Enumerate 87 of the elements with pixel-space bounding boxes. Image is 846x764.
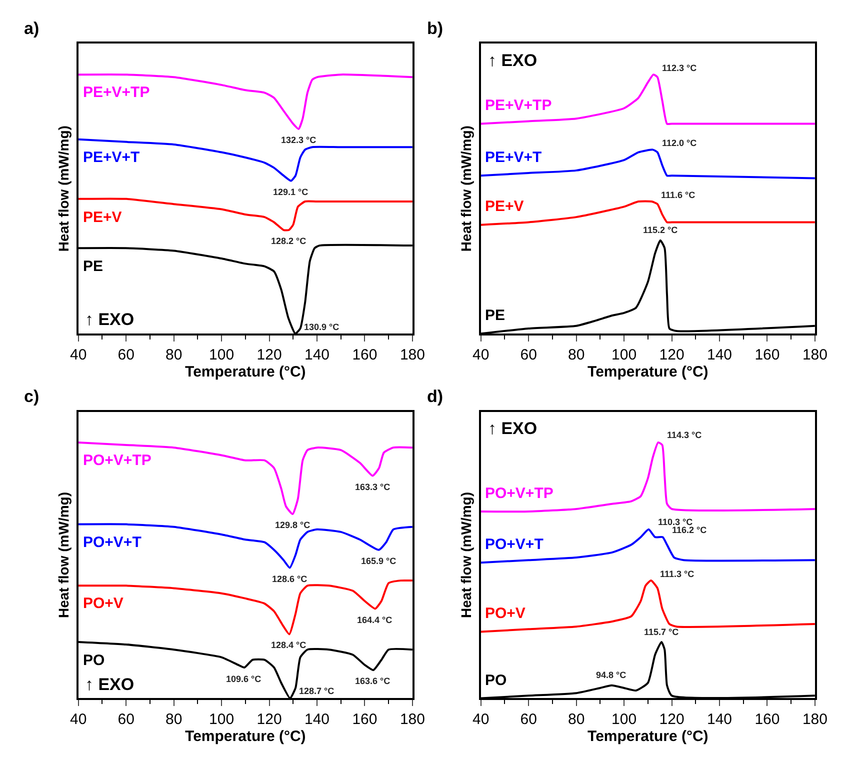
chart-title: d) [427,387,444,406]
y-axis-title: Heat flow (mW/mg) [458,126,474,252]
x-tick-label: 160 [754,710,780,728]
annotation: 163.3 °C [355,482,391,492]
annotation: ↑ EXO [85,310,134,329]
x-tick-label: 160 [352,346,378,364]
x-tick-label: 40 [472,346,490,364]
series-label: PE+V [83,209,122,226]
x-tick-label: 120 [659,710,684,728]
annotation: ↑ EXO [85,675,134,694]
series-label: PO+V+TP [83,452,152,469]
series-label: PO+V+T [485,536,544,553]
x-tick-label: 180 [802,346,828,364]
series-label: PE+V+T [485,149,542,166]
annotation: 115.2 °C [643,225,678,235]
x-tick-label: 40 [70,710,87,728]
series-label: PO+V+TP [485,485,554,502]
y-axis-title: Heat flow (mW/mg) [56,126,72,252]
x-tick-label: 100 [209,346,234,364]
y-axis-title: Heat flow (mW/mg) [56,492,72,618]
series-label: PE [485,307,506,324]
annotation: 110.3 °C [658,517,694,527]
annotation: 165.9 °C [361,556,397,566]
series-label: PE+V+T [83,149,140,166]
series-label: PO [485,672,508,689]
annotation: 132.3 °C [281,135,317,145]
x-tick-label: 60 [520,710,537,728]
x-tick-label: 100 [209,710,234,728]
chart-title: c) [24,387,40,406]
x-tick-label: 140 [706,346,732,364]
x-tick-label: 80 [165,346,182,364]
x-tick-label: 120 [659,346,684,364]
chart-title: b) [427,19,444,38]
x-tick-label: 160 [754,346,780,364]
x-axis-title: Temperature (°C) [185,728,306,745]
x-axis-title: Temperature (°C) [588,728,708,745]
series-label: PE [83,258,104,275]
chart-title: a) [24,19,40,38]
series-label: PO [83,652,106,669]
x-tick-label: 60 [118,346,134,364]
annotation: 109.6 °C [226,674,262,684]
series-label: PO+V+T [83,534,142,551]
y-axis-title: Heat flow (mW/mg) [458,492,474,618]
series-label: PE+V+TP [83,84,150,101]
annotation: 129.8 °C [275,520,311,530]
annotation: 128.7 °C [299,686,335,696]
x-axis-title: Temperature (°C) [185,363,306,380]
x-tick-label: 120 [256,710,282,728]
text: ↑ EXO [488,51,538,70]
x-tick-label: 180 [400,346,425,364]
x-tick-label: 40 [472,710,490,728]
x-tick-label: 180 [400,710,425,728]
x-tick-label: 120 [256,346,282,364]
series-label: PE+V [485,198,524,215]
annotation: 130.9 °C [304,322,340,332]
annotation: 112.0 °C [662,138,698,148]
x-tick-label: 160 [352,710,378,728]
x-tick-label: 60 [520,346,537,364]
x-tick-label: 100 [612,710,637,728]
annotation: 116.2 °C [672,525,708,535]
annotation: 114.3 °C [667,430,702,440]
x-tick-label: 80 [568,346,585,364]
annotation: 164.4 °C [357,615,393,625]
x-tick-label: 140 [304,346,330,364]
annotation: 111.6 °C [661,190,696,200]
x-tick-label: 60 [118,710,134,728]
annotation: 111.3 °C [660,569,695,579]
annotation: 129.1 °C [273,187,309,197]
x-tick-label: 140 [706,710,732,728]
x-tick-label: 80 [568,710,585,728]
x-tick-label: 140 [304,710,330,728]
x-tick-label: 100 [612,346,637,364]
annotation: 115.7 °C [644,627,680,637]
annotation: 94.8 °C [596,670,627,680]
text: ↑ EXO [488,419,538,438]
x-tick-label: 180 [802,710,828,728]
annotation: 163.6 °C [355,676,391,686]
x-tick-label: 40 [70,346,87,364]
annotation: 128.6 °C [272,574,308,584]
annotation: 128.4 °C [271,640,307,650]
series-label: PE+V+TP [485,97,552,114]
x-axis-title: Temperature (°C) [588,363,708,380]
annotation: 128.2 °C [271,236,307,246]
series-label: PO+V [83,595,124,612]
x-tick-label: 80 [165,710,182,728]
series-label: PO+V [485,605,526,622]
annotation: 112.3 °C [662,63,698,73]
